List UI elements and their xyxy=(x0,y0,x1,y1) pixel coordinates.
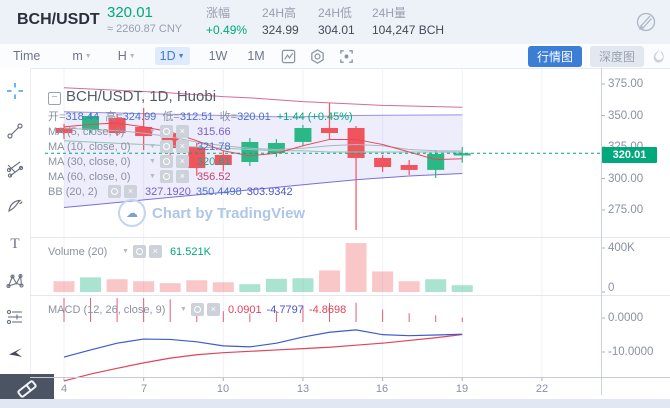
time-tick: 22 xyxy=(535,383,549,395)
hide-panel-arrow-icon[interactable] xyxy=(6,344,24,362)
price-volume-divider[interactable] xyxy=(30,237,670,238)
volume-value: 104,247 BCH xyxy=(372,23,445,37)
indicator-close-button[interactable]: × xyxy=(175,125,189,138)
last-price-badge: 320.01 xyxy=(602,147,657,163)
fullscreen-icon[interactable] xyxy=(338,48,355,65)
time-label: Time xyxy=(13,49,41,63)
indicator-settings-button[interactable] xyxy=(190,303,204,316)
indicator-settings-button[interactable] xyxy=(159,170,173,183)
volume-macd-divider[interactable] xyxy=(30,295,670,296)
collapse-legend-icon[interactable]: − xyxy=(48,92,61,105)
change-label: 涨幅 xyxy=(206,6,231,20)
chevron-down-icon[interactable]: ▼ xyxy=(149,173,156,180)
low-label: 24H低 xyxy=(318,6,353,20)
indicator-settings-button[interactable] xyxy=(159,140,173,153)
low-value: 304.01 xyxy=(318,23,355,37)
high-value: 324.99 xyxy=(262,23,299,37)
price-cny: ≈ 2260.87 CNY xyxy=(107,23,183,35)
flame-icon[interactable] xyxy=(652,48,666,64)
indicator-row-ma60: MA (60, close, 0) ▼ × 356.52 xyxy=(48,170,231,183)
eraser-icon xyxy=(14,378,40,405)
indicator-settings-button[interactable] xyxy=(159,155,173,168)
last-price: 320.01 xyxy=(107,4,153,21)
price-tick: 275.00 xyxy=(608,204,644,216)
tradingview-watermark: ☁ Chart by TradingView xyxy=(118,199,305,227)
macd-legend-row: MACD (12, 26, close, 9) ▼ × 0.0901 -4.779… xyxy=(48,303,347,316)
svg-text:T: T xyxy=(10,236,19,252)
fibonacci-tool-icon[interactable] xyxy=(6,308,24,326)
cloud-logo-icon: ☁ xyxy=(118,199,146,227)
indicator-settings-button[interactable] xyxy=(159,125,173,138)
indicator-close-button[interactable]: × xyxy=(175,170,189,183)
volume-label: 24H量 xyxy=(372,6,407,20)
price-axis-line xyxy=(601,68,602,395)
indicator-close-button[interactable]: × xyxy=(148,245,162,258)
indicator-settings-button[interactable] xyxy=(132,245,146,258)
time-tick: 10 xyxy=(216,383,230,395)
chart-legend-title: − BCH/USDT, 1D, Huobi xyxy=(48,88,216,105)
chevron-down-icon[interactable]: ▼ xyxy=(149,143,156,150)
indicator-settings-icon[interactable] xyxy=(309,48,326,65)
chevron-down-icon[interactable]: ▼ xyxy=(149,158,156,165)
chevron-down-icon[interactable]: ▼ xyxy=(122,248,129,255)
text-tool-icon[interactable]: T xyxy=(6,234,24,252)
bottom-strip xyxy=(0,399,670,408)
price-tick: 375.00 xyxy=(608,78,644,90)
interval-1w[interactable]: 1W xyxy=(208,49,228,63)
interval-minutes[interactable]: m ▼ xyxy=(72,49,92,63)
indicator-close-button[interactable]: × xyxy=(206,303,220,316)
volume-tick: 400K xyxy=(608,242,635,254)
indicator-row-ma5: MA (5, close, 0) ▼ × 315.66 xyxy=(48,125,231,138)
time-tick: 4 xyxy=(60,383,68,395)
indicator-settings-button[interactable] xyxy=(108,185,121,198)
interval-toolbar: Time m ▼ H ▼ 1D ▼ 1W 1M 行情图 深度图 xyxy=(0,44,670,69)
chevron-down-icon: ▼ xyxy=(128,53,136,60)
price-tick: 350.00 xyxy=(608,110,644,122)
indicator-close-button[interactable]: × xyxy=(124,185,137,198)
draw-pencil-icon[interactable] xyxy=(634,10,658,39)
drawing-tools-sidebar xyxy=(0,68,31,374)
chevron-down-icon[interactable]: ▼ xyxy=(149,128,156,135)
interval-1d[interactable]: 1D ▼ xyxy=(154,47,190,65)
indicator-row-ma30: MA (30, close, 0) ▼ × 320.81 xyxy=(48,155,231,168)
header: BCH/USDT 320.01 ≈ 2260.87 CNY 涨幅 +0.49% … xyxy=(0,0,670,45)
brush-tool-icon[interactable] xyxy=(6,197,24,215)
volume-legend-row: Volume (20) ▼ × 61.521K xyxy=(48,245,211,258)
chevron-down-icon[interactable]: ▼ xyxy=(180,306,187,313)
depth-chart-button[interactable]: 深度图 xyxy=(589,45,644,67)
chevron-down-icon: ▼ xyxy=(84,53,92,60)
indicator-close-button[interactable]: × xyxy=(175,155,189,168)
indicator-row-ma10: MA (10, close, 0) ▼ × 321.78 xyxy=(48,140,231,153)
interval-1m[interactable]: 1M xyxy=(247,49,265,63)
trend-line-tool-icon[interactable] xyxy=(6,122,24,140)
indicator-row-bb: BB (20, 2) × 327.1920 350.4498 303.9342 xyxy=(48,185,293,198)
change-value: +0.49% xyxy=(206,23,248,37)
symbol-name: BCH/USDT xyxy=(17,11,100,28)
chart-style-icon[interactable] xyxy=(280,48,297,65)
time-tick: 19 xyxy=(455,383,469,395)
time-axis-line xyxy=(30,377,670,378)
market-chart-button[interactable]: 行情图 xyxy=(527,45,582,67)
pitchfork-tool-icon[interactable] xyxy=(6,160,24,178)
macd-tick: 0.0000 xyxy=(608,312,644,324)
xabcd-pattern-tool-icon[interactable] xyxy=(6,272,24,290)
price-tick: 300.00 xyxy=(608,173,644,185)
chevron-down-icon: ▼ xyxy=(177,53,185,60)
interval-hours[interactable]: H ▼ xyxy=(117,49,136,63)
macd-tick: -10.0000 xyxy=(608,346,654,358)
time-tick: 7 xyxy=(140,383,148,395)
volume-tick: 0 xyxy=(608,282,615,294)
indicator-close-button[interactable]: × xyxy=(175,140,189,153)
high-label: 24H高 xyxy=(262,6,297,20)
ohlc-readout: 开=318.44 高=324.99 低=312.51 收=320.01 +1.4… xyxy=(48,111,353,123)
time-tick: 13 xyxy=(296,383,310,395)
time-tick: 16 xyxy=(375,383,389,395)
crosshair-tool-icon[interactable] xyxy=(6,82,24,100)
